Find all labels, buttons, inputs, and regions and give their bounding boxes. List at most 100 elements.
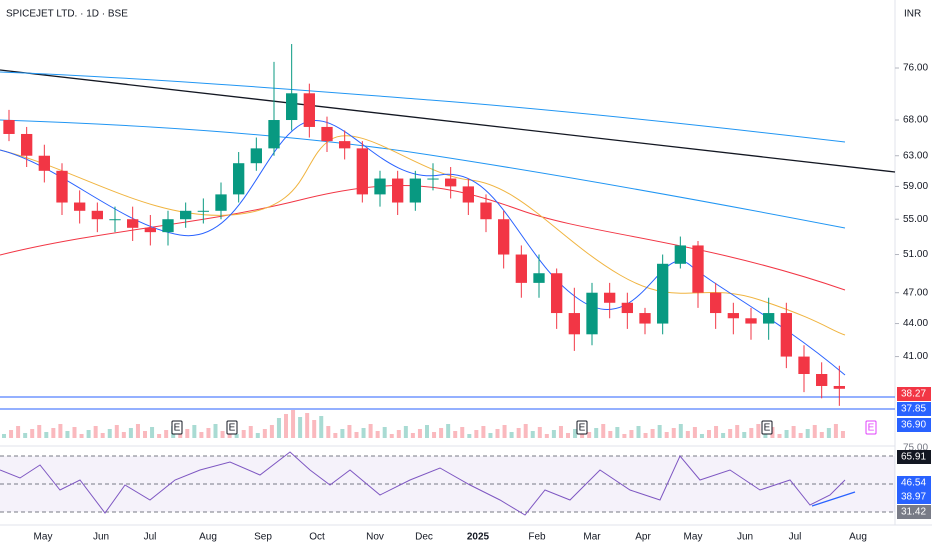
x-tick-label: Oct — [309, 532, 325, 543]
volume-bar — [178, 433, 183, 438]
earnings-label: E — [229, 423, 236, 434]
volume-bar — [692, 427, 697, 438]
candle-body — [692, 245, 704, 293]
price-tag-box — [897, 387, 931, 401]
volume-bar — [784, 430, 789, 438]
candle-body — [268, 120, 280, 149]
candle-body — [162, 219, 174, 233]
rsi-line — [0, 451, 846, 516]
candle-body — [515, 254, 527, 283]
volume-bar — [185, 429, 190, 438]
volume-bar — [685, 431, 690, 438]
volume-bar — [657, 425, 662, 438]
volume-bar — [333, 433, 338, 438]
x-tick-label: Jul — [144, 532, 157, 543]
volume-bar — [608, 431, 613, 438]
volume-bar — [643, 433, 648, 438]
volume-bar — [566, 433, 570, 438]
candle-body — [674, 245, 686, 264]
volume-bar — [2, 434, 6, 438]
price-tag-label: 38.27 — [901, 389, 926, 400]
x-tick-label: Feb — [528, 532, 546, 543]
volume-bar — [354, 432, 359, 438]
volume-tag: 75.00 — [903, 443, 928, 454]
candle-body — [833, 385, 845, 389]
volume-bar — [509, 432, 514, 438]
volume-bar — [530, 431, 535, 438]
earnings-box — [226, 420, 238, 435]
volume-bar — [93, 426, 98, 438]
volume-bar — [164, 430, 169, 438]
candle-body — [180, 210, 192, 220]
candle-body — [127, 219, 139, 228]
volume-bar — [615, 427, 620, 438]
rsi-tag: 31.42 — [897, 505, 931, 519]
price-tag-label: 37.85 — [901, 404, 926, 415]
volume-bar — [756, 424, 761, 438]
candle-body — [321, 126, 333, 142]
volume-bar — [368, 424, 373, 438]
candle-body — [3, 120, 15, 134]
volume-bar — [389, 434, 394, 438]
volume-bar — [9, 430, 14, 438]
volume-bar — [16, 426, 21, 438]
volume-bar — [558, 426, 563, 438]
currency: INR — [904, 9, 921, 20]
candle-body — [303, 93, 315, 127]
volume-bar — [791, 426, 796, 438]
volume-bar — [100, 433, 105, 438]
rsi-tag-label: 38.97 — [901, 492, 926, 503]
volume-bar — [312, 420, 317, 438]
candle-body — [197, 210, 209, 212]
volume-bar — [220, 431, 225, 438]
y-tick-label: 63.00 — [903, 150, 928, 161]
volume-bar — [523, 424, 528, 438]
rsi-tag-box — [897, 450, 931, 464]
volume-bar — [37, 425, 42, 438]
volume-bar — [798, 433, 803, 438]
earnings-label: E — [579, 423, 586, 434]
volume-bar — [573, 429, 578, 438]
candle-body — [621, 302, 633, 314]
rsi-tag: 46.54 — [897, 476, 931, 490]
candle-body — [374, 178, 386, 195]
candle-body — [604, 292, 616, 303]
volume-bar — [51, 428, 56, 438]
volume-bar — [347, 425, 352, 438]
volume-bar — [284, 414, 288, 438]
volume-bar — [629, 430, 634, 438]
band-upper — [0, 71, 846, 143]
volume-bar — [403, 426, 408, 438]
volume-bar — [291, 410, 296, 438]
x-tick-label: Jun — [737, 532, 753, 543]
volume-bar — [44, 432, 49, 438]
volume-bar — [206, 428, 211, 438]
candle-body — [91, 210, 103, 220]
y-tick-label: 41.00 — [903, 351, 928, 362]
earnings-marker: E — [576, 420, 588, 435]
volume-bar — [671, 428, 676, 438]
volume-bar — [199, 432, 204, 438]
volume-bar — [121, 432, 126, 438]
volume-bar — [544, 434, 549, 438]
x-tick-label: 2025 — [467, 532, 490, 543]
rsi-tag-label: 46.54 — [901, 478, 926, 489]
candle-body — [551, 273, 563, 314]
price-tag: 37.85 — [897, 402, 931, 416]
candle-body — [56, 170, 68, 203]
volume-bar — [678, 424, 683, 438]
earnings-label: E — [868, 423, 875, 434]
volume-bar — [298, 417, 303, 438]
earnings-box — [576, 420, 588, 435]
x-tick-label: May — [34, 532, 53, 543]
earnings-box — [171, 420, 183, 435]
volume-bar — [361, 428, 366, 438]
price-tag-label: 36.90 — [901, 420, 926, 431]
volume-bar — [699, 434, 704, 438]
candle-body — [727, 313, 739, 319]
volume-bar — [819, 432, 824, 438]
candle-body — [533, 273, 545, 283]
volume-bar — [107, 429, 112, 438]
volume-bar — [601, 424, 606, 438]
candle-body — [657, 263, 669, 324]
